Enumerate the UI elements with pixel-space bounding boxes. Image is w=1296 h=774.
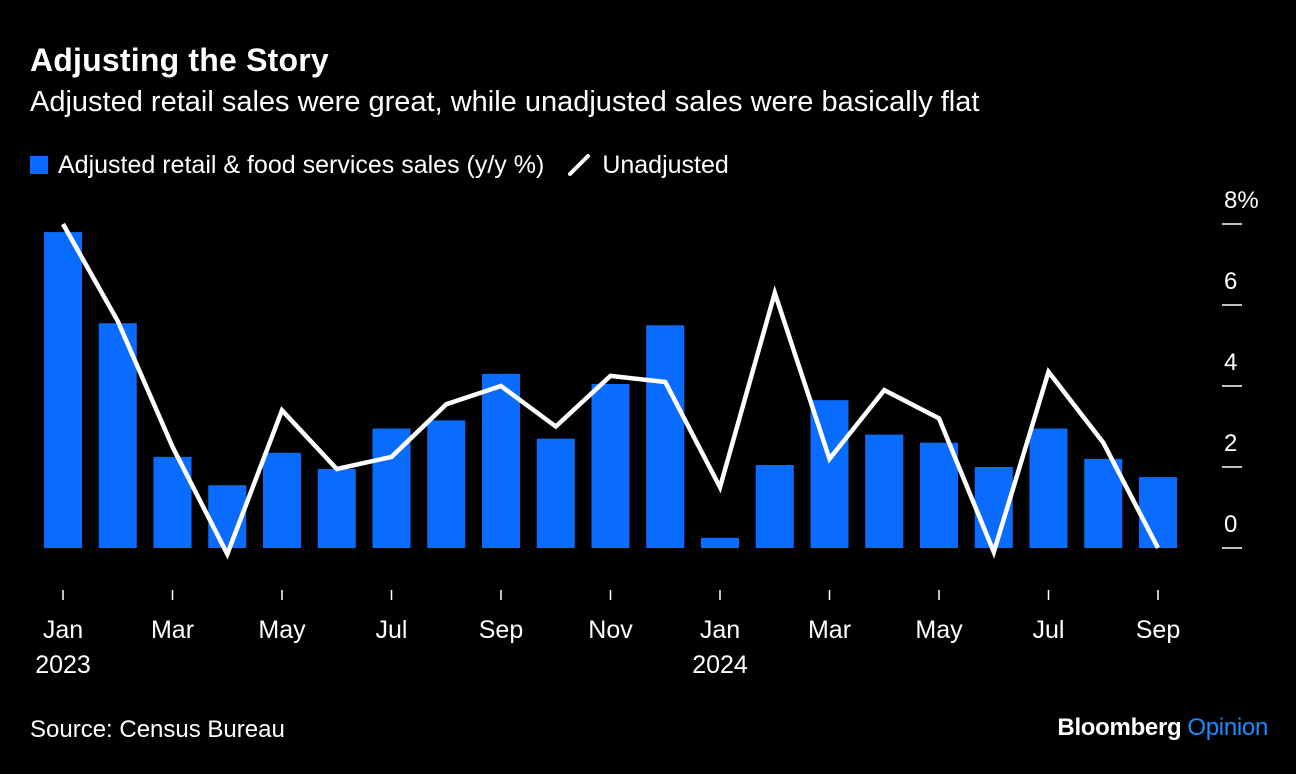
chart-title: Adjusting the Story: [30, 42, 329, 78]
legend-item-unadjusted: Unadjusted: [566, 150, 729, 180]
bar-adjusted-2024-09: [1139, 477, 1177, 548]
bar-adjusted-2023-12: [646, 325, 685, 548]
legend-item-adjusted: Adjusted retail & food services sales (y…: [30, 151, 544, 180]
x-tick-label-4: May: [258, 616, 306, 644]
bar-adjusted-2023-05: [263, 452, 301, 548]
legend-swatch-bar: [30, 156, 48, 174]
x-tick-label-10: Nov: [588, 616, 633, 644]
x-tick-sublabel-12: 2024: [692, 651, 748, 679]
brand-logo: Bloomberg Opinion: [1057, 714, 1268, 742]
y-tick-label-2: 2: [1224, 430, 1237, 457]
x-tick-label-0: Jan: [43, 616, 83, 644]
bar-adjusted-2023-06: [317, 469, 356, 548]
bar-adjusted-2023-01: [44, 232, 82, 548]
line-unadjusted: [61, 222, 1160, 560]
y-tick-label-4: 4: [1224, 349, 1237, 376]
x-tick-label-6: Jul: [376, 616, 408, 644]
x-tick-sublabel-0: 2023: [35, 651, 91, 679]
bar-adjusted-2023-02: [98, 323, 137, 548]
bar-adjusted-2024-08: [1084, 458, 1123, 548]
legend-swatch-line: [568, 154, 591, 176]
x-tick-label-20: Sep: [1136, 616, 1180, 644]
source-note: Source: Census Bureau: [30, 716, 285, 743]
bar-adjusted-2023-11: [591, 383, 630, 548]
bar-adjusted-2024-01: [701, 537, 739, 548]
y-tick-label-6: 6: [1224, 268, 1237, 295]
legend: Adjusted retail & food services sales (y…: [30, 148, 751, 182]
y-tick-label-8: 8%: [1224, 187, 1259, 214]
chart-subtitle: Adjusted retail sales were great, while …: [30, 86, 980, 118]
bar-adjusted-2024-07: [1029, 428, 1068, 548]
legend-label-adjusted: Adjusted retail & food services sales (y…: [58, 150, 545, 179]
x-tick-label-16: May: [915, 616, 963, 644]
bar-adjusted-2023-10: [536, 438, 575, 548]
brand-main: Bloomberg: [1057, 714, 1182, 741]
legend-label-unadjusted: Unadjusted: [602, 150, 729, 179]
bar-adjusted-2023-09: [482, 373, 520, 548]
y-tick-label-0: 0: [1224, 511, 1237, 538]
x-tick-label-8: Sep: [479, 616, 523, 644]
bar-adjusted-2023-07: [372, 428, 411, 548]
bar-adjusted-2023-08: [427, 420, 466, 548]
bar-adjusted-2024-02: [755, 464, 794, 548]
bar-adjusted-2024-05: [920, 442, 958, 548]
x-tick-label-2: Mar: [151, 616, 194, 644]
x-tick-label-12: Jan: [700, 616, 740, 644]
bar-adjusted-2024-04: [865, 434, 904, 548]
x-tick-label-14: Mar: [808, 616, 851, 644]
x-tick-label-18: Jul: [1033, 616, 1065, 644]
brand-sub: Opinion: [1187, 714, 1268, 741]
